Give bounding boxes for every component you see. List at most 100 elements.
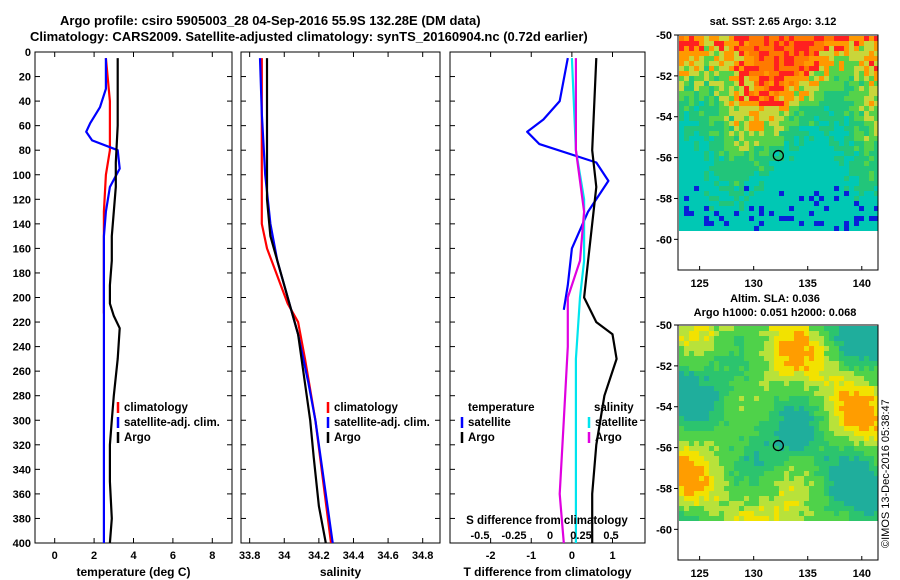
sla-map-cell — [684, 386, 689, 391]
sst-map-cell — [814, 126, 819, 131]
sla-map-cell — [834, 516, 839, 521]
sla-map-cell — [839, 411, 844, 416]
sst-map-cell — [799, 76, 804, 81]
sla-map-cell — [809, 486, 814, 491]
sla-map-cell — [804, 501, 809, 506]
sla-map-cell — [754, 411, 759, 416]
sst-map-cell — [744, 96, 749, 101]
sst-map-cell — [869, 46, 874, 51]
sst-map-cell — [869, 36, 874, 41]
sst-map-cell — [859, 146, 864, 151]
sst-map-cell — [759, 166, 764, 171]
sst-map-cell — [799, 56, 804, 61]
sla-map-cell — [714, 331, 719, 336]
y-tick-label: 340 — [13, 464, 31, 476]
sst-map-cell — [859, 61, 864, 66]
sla-map-cell — [784, 401, 789, 406]
sla-map-cell — [719, 366, 724, 371]
sla-map-cell — [714, 441, 719, 446]
sla-map-cell — [779, 441, 784, 446]
sst-map-cell — [869, 96, 874, 101]
sla-map-cell — [799, 426, 804, 431]
sla-map-cell — [709, 416, 714, 421]
sst-map-cell — [699, 116, 704, 121]
sla-map-cell — [809, 466, 814, 471]
sst-map-cell — [819, 216, 824, 221]
sla-map-cell — [839, 446, 844, 451]
sst-map-cell — [744, 201, 749, 206]
sla-map-cell — [714, 511, 719, 516]
sla-map-cell — [729, 466, 734, 471]
sst-map-cell — [829, 156, 834, 161]
sla-map-cell — [719, 481, 724, 486]
sla-map-cell — [739, 456, 744, 461]
sla-map-cell — [759, 326, 764, 331]
sst-map-cell — [844, 221, 849, 226]
sla-map-cell — [804, 511, 809, 516]
sla-map-cell — [679, 486, 684, 491]
sst-map-cell — [709, 141, 714, 146]
sst-map-cell — [764, 141, 769, 146]
sst-map-cell — [769, 221, 774, 226]
sla-map-cell — [779, 421, 784, 426]
sla-map-cell — [754, 391, 759, 396]
sst-map-cell — [684, 201, 689, 206]
sst-map-cell — [794, 46, 799, 51]
sla-map-cell — [794, 426, 799, 431]
sla-map-cell — [694, 421, 699, 426]
sst-map-cell — [834, 226, 839, 231]
sst-map-cell — [849, 76, 854, 81]
sst-map-cell — [804, 101, 809, 106]
sla-map-cell — [849, 421, 854, 426]
sla-map-cell — [874, 336, 878, 341]
sla-map-cell — [809, 456, 814, 461]
sst-map-cell — [829, 186, 834, 191]
sla-map-cell — [759, 371, 764, 376]
sst-map-cell — [779, 91, 784, 96]
sla-map-cell — [779, 491, 784, 496]
sla-map-cell — [699, 426, 704, 431]
sst-map-cell — [759, 56, 764, 61]
sst-map-cell — [814, 166, 819, 171]
sla-map-cell — [679, 501, 684, 506]
sst-map-cell — [784, 126, 789, 131]
sst-map-cell — [864, 196, 869, 201]
sla-map-cell — [829, 446, 834, 451]
sst-map-cell — [764, 101, 769, 106]
sla-map-cell — [724, 326, 729, 331]
sst-map-cell — [689, 151, 694, 156]
sla-map-cell — [729, 471, 734, 476]
sla-map-cell — [769, 476, 774, 481]
sla-map-cell — [854, 426, 859, 431]
sla-map-cell — [774, 391, 779, 396]
sst-map-y-tick-label: -50 — [656, 30, 672, 42]
sla-map-cell — [869, 366, 874, 371]
sst-map-cell — [799, 136, 804, 141]
sla-map-cell — [834, 376, 839, 381]
sst-map-cell — [769, 46, 774, 51]
sst-map-cell — [729, 61, 734, 66]
sst-map-cell — [699, 131, 704, 136]
sst-map-cell — [679, 221, 684, 226]
sst-map-cell — [749, 151, 754, 156]
sla-map-cell — [849, 451, 854, 456]
sla-map-cell — [719, 486, 724, 491]
sla-map-cell — [734, 326, 739, 331]
sla-map-cell — [769, 326, 774, 331]
sst-map-cell — [789, 91, 794, 96]
sst-map-cell — [704, 191, 709, 196]
sla-map-cell — [764, 371, 769, 376]
sla-map-cell — [869, 441, 874, 446]
sla-map-cell — [754, 421, 759, 426]
sla-map-cell — [749, 456, 754, 461]
sst-map-cell — [784, 181, 789, 186]
sla-map-cell — [769, 346, 774, 351]
sst-map-cell — [854, 136, 859, 141]
sst-map-cell — [749, 171, 754, 176]
sst-map-cell — [679, 116, 684, 121]
sst-map-cell — [689, 176, 694, 181]
salinity-legend-label: Argo — [334, 432, 361, 444]
sst-map-cell — [679, 121, 684, 126]
sla-map-cell — [824, 461, 829, 466]
sla-map-cell — [794, 381, 799, 386]
